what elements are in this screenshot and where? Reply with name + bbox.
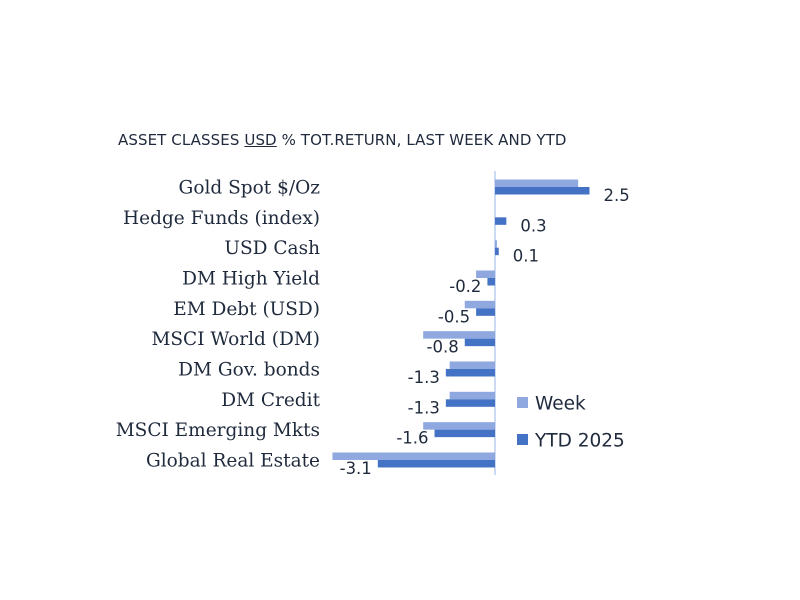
- bar-ytd: [464, 338, 495, 347]
- data-label: 2.5: [604, 186, 630, 205]
- title-part-3: % TOT.RETURN, LAST WEEK AND YTD: [276, 131, 567, 149]
- legend-swatch-week: [517, 397, 528, 408]
- category-label: Global Real Estate: [146, 450, 320, 471]
- bar-week: [464, 300, 495, 309]
- category-label: MSCI Emerging Mkts: [116, 420, 320, 441]
- title-part-usd: USD: [244, 131, 277, 149]
- bar-week: [495, 179, 579, 187]
- legend-label-week: Week: [535, 394, 586, 415]
- bar-week: [423, 331, 495, 339]
- data-label: -0.5: [438, 307, 470, 326]
- data-label: -1.3: [408, 398, 440, 417]
- bar-ytd: [434, 429, 495, 438]
- bar-week: [332, 452, 495, 460]
- bar-ytd: [495, 247, 499, 256]
- data-label: -0.2: [449, 277, 481, 296]
- data-label: -1.3: [408, 368, 440, 387]
- bar-week: [449, 391, 495, 400]
- bar-ytd: [487, 277, 495, 286]
- data-label: 0.3: [520, 216, 546, 235]
- category-label: Gold Spot $/Oz: [179, 178, 321, 199]
- category-label: DM Gov. bonds: [178, 359, 320, 380]
- bar-ytd: [495, 187, 590, 195]
- bar-ytd: [445, 368, 495, 377]
- category-label: DM High Yield: [182, 268, 320, 289]
- legend-label-ytd: YTD 2025: [534, 431, 625, 452]
- legend-swatch-ytd: [517, 434, 528, 445]
- data-label: -3.1: [340, 459, 372, 478]
- bar-ytd: [495, 217, 507, 225]
- category-label: MSCI World (DM): [151, 329, 320, 350]
- bar-week: [423, 422, 495, 430]
- bar-week: [476, 270, 495, 278]
- bar-ytd: [377, 459, 495, 468]
- category-label: USD Cash: [224, 238, 320, 259]
- bar-week: [495, 240, 497, 248]
- category-label: DM Credit: [221, 390, 320, 411]
- data-label: -1.6: [396, 429, 428, 448]
- bar-ytd: [445, 399, 495, 407]
- category-label: Hedge Funds (index): [123, 208, 320, 229]
- title-part-1: ASSET CLASSES: [118, 131, 245, 149]
- bar-ytd: [476, 308, 495, 316]
- category-label: EM Debt (USD): [173, 299, 320, 320]
- data-label: -0.8: [427, 338, 459, 357]
- chart-title: ASSET CLASSES USD % TOT.RETURN, LAST WEE…: [118, 131, 567, 149]
- data-label: 0.1: [513, 247, 539, 266]
- bar-week: [449, 361, 495, 369]
